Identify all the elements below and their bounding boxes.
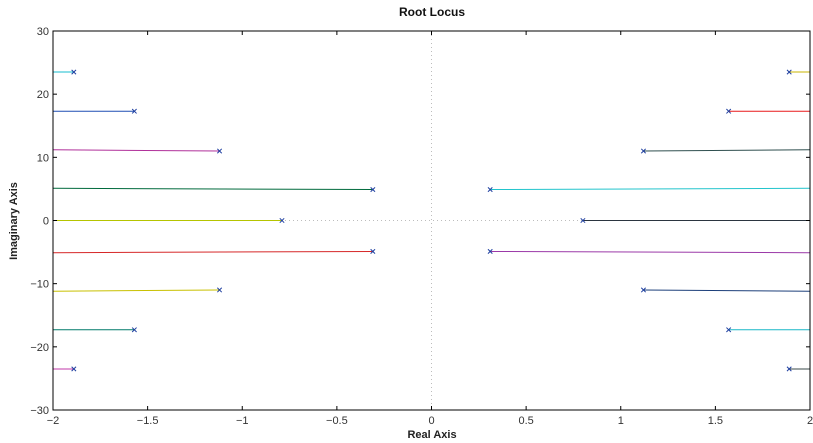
- pole-marker-7: [216, 287, 223, 293]
- pole-marker-1: [71, 69, 77, 75]
- pole-marker-12: [640, 148, 647, 154]
- pole-marker-stroke: [216, 287, 223, 293]
- pole-marker-13: [487, 186, 493, 193]
- locus-branches: [52, 71, 811, 370]
- pole-marker-4: [370, 186, 376, 193]
- pole-marker-stroke: [640, 287, 647, 293]
- pole-marker-stroke: [71, 366, 77, 372]
- pole-marker-stroke: [726, 108, 732, 114]
- x-tick-label: −2: [47, 415, 60, 427]
- pole-marker-stroke: [786, 69, 792, 75]
- y-tick-label: −30: [30, 405, 49, 417]
- pole-marker-stroke: [131, 327, 137, 333]
- pole-marker-stroke: [370, 186, 376, 193]
- y-tick-label: 20: [37, 89, 49, 101]
- x-tick-label: −1.5: [137, 415, 159, 427]
- pole-marker-2: [131, 108, 137, 114]
- pole-marker-stroke: [580, 217, 586, 224]
- y-axis-label: Imaginary Axis: [8, 182, 20, 260]
- locus-branch-16: [643, 289, 811, 292]
- x-tick-label: 0.5: [518, 415, 533, 427]
- locus-branch-4: [52, 187, 373, 191]
- pole-marker-stroke: [487, 186, 493, 193]
- x-tick-label: 1: [618, 415, 624, 427]
- y-tick-label: −10: [30, 279, 49, 291]
- pole-markers: [71, 69, 792, 372]
- locus-branch-6: [52, 250, 373, 254]
- pole-marker-10: [786, 69, 792, 75]
- pole-marker-15: [487, 248, 493, 255]
- pole-marker-stroke: [216, 148, 223, 154]
- plot-border: [52, 30, 811, 411]
- pole-marker-9: [71, 366, 77, 372]
- pole-marker-stroke: [71, 69, 77, 75]
- locus-branch-7: [52, 289, 220, 292]
- locus-branch-12: [643, 149, 811, 152]
- pole-marker-6: [370, 248, 376, 255]
- pole-marker-11: [726, 108, 732, 114]
- pole-marker-stroke: [786, 366, 792, 372]
- x-tick-label: 0: [428, 415, 434, 427]
- pole-marker-14: [580, 217, 586, 224]
- x-tick-label: 1.5: [708, 415, 723, 427]
- pole-marker-5: [279, 217, 285, 224]
- pole-marker-17: [726, 327, 732, 333]
- axis-ticks: −2 −1.5 −1 −0.5 0 0.5 1 1.5 2 −30 −20 −10 0 10 20 30: [30, 26, 813, 427]
- pole-marker-stroke: [279, 217, 285, 224]
- pole-marker-16: [640, 287, 647, 293]
- locus-branch-3: [52, 149, 220, 152]
- x-tick-label: −1: [236, 415, 249, 427]
- pole-marker-stroke: [726, 327, 732, 333]
- pole-marker-stroke: [370, 248, 376, 255]
- locus-branch-13: [490, 187, 811, 191]
- locus-branch-15: [490, 250, 811, 254]
- chart-title: Root Locus: [399, 5, 465, 19]
- pole-marker-8: [131, 327, 137, 333]
- x-tick-label: 2: [807, 415, 813, 427]
- pole-marker-stroke: [487, 248, 493, 255]
- pole-marker-18: [786, 366, 792, 372]
- y-tick-label: 0: [43, 216, 49, 228]
- pole-marker-stroke: [131, 108, 137, 114]
- pole-marker-3: [216, 148, 223, 154]
- pole-marker-stroke: [640, 148, 647, 154]
- y-tick-label: 30: [37, 26, 49, 38]
- plot-frame: [52, 30, 811, 411]
- y-tick-label: 10: [37, 152, 49, 164]
- x-axis-label: Real Axis: [407, 429, 456, 441]
- y-tick-label: −20: [30, 342, 49, 354]
- x-tick-label: −0.5: [326, 415, 348, 427]
